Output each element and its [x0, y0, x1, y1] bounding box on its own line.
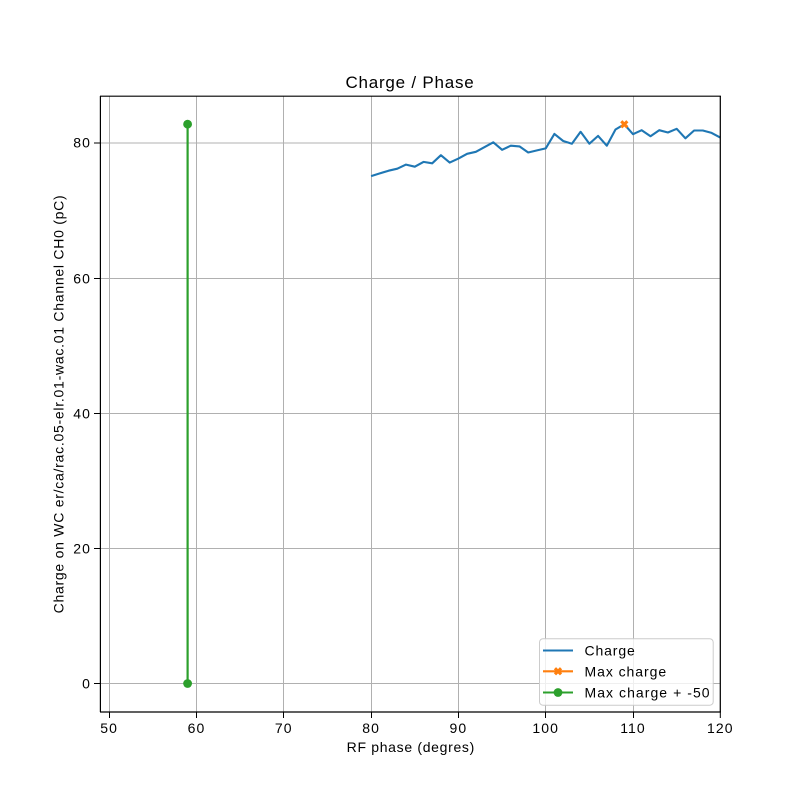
svg-text:Max charge: Max charge — [585, 663, 668, 679]
svg-text:60: 60 — [73, 271, 91, 287]
svg-text:70: 70 — [275, 720, 293, 736]
svg-text:90: 90 — [450, 720, 468, 736]
svg-text:40: 40 — [73, 406, 91, 422]
svg-text:110: 110 — [620, 720, 646, 736]
svg-text:0: 0 — [82, 676, 91, 692]
svg-text:Charge: Charge — [585, 643, 636, 659]
svg-text:100: 100 — [532, 720, 559, 736]
svg-text:60: 60 — [188, 720, 206, 736]
svg-text:Max charge + -50: Max charge + -50 — [585, 685, 711, 701]
svg-text:RF phase (degres): RF phase (degres) — [347, 739, 475, 755]
svg-text:Charge on WC er/ca/rac.05-elr.: Charge on WC er/ca/rac.05-elr.01-wac.01 … — [50, 195, 66, 614]
svg-text:80: 80 — [362, 720, 380, 736]
svg-text:80: 80 — [73, 135, 91, 151]
svg-text:120: 120 — [707, 720, 734, 736]
svg-text:Charge / Phase: Charge / Phase — [345, 73, 474, 92]
svg-text:20: 20 — [73, 541, 91, 557]
svg-text:50: 50 — [100, 720, 118, 736]
